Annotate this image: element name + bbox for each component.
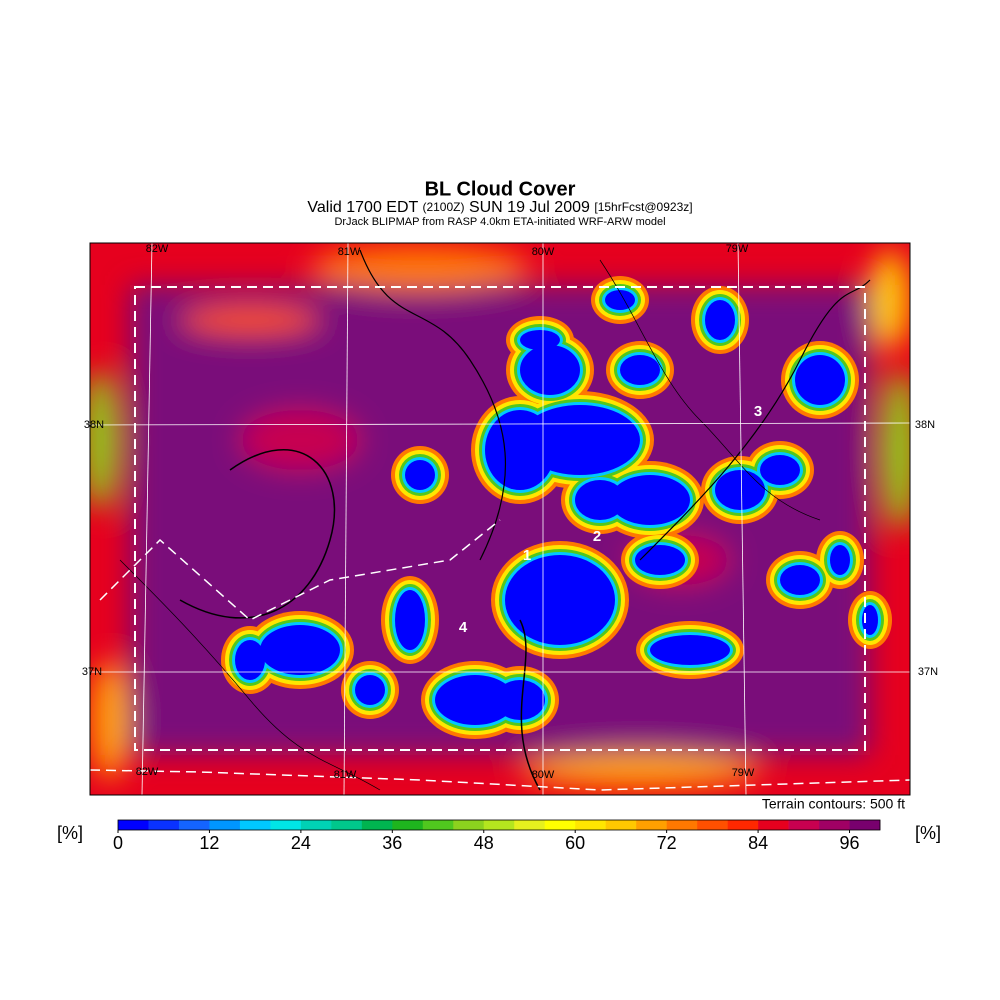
colorbar-swatch xyxy=(392,820,424,830)
colorbar-swatch xyxy=(758,820,789,830)
inner-domain xyxy=(134,286,866,751)
state-border xyxy=(90,519,910,791)
colorbar-swatch xyxy=(331,820,363,830)
colorbar-swatch xyxy=(575,820,606,830)
colorbar-tick-label: 72 xyxy=(657,833,677,853)
map-frame xyxy=(89,242,911,796)
colorbar-tick-label: 0 xyxy=(113,833,123,853)
colorbar-swatch xyxy=(544,820,576,830)
title: BL Cloud Cover xyxy=(425,178,576,200)
clear-area xyxy=(610,475,690,525)
clear-area xyxy=(760,455,800,485)
colorbar-tick-label: 36 xyxy=(382,833,402,853)
site-label: 2 xyxy=(593,528,601,545)
colorbar-tick-label: 96 xyxy=(840,833,860,853)
colorbar-swatch xyxy=(453,820,485,830)
colorbar-frame xyxy=(117,819,881,831)
colorbar-swatch xyxy=(361,820,393,830)
clear-area xyxy=(260,625,340,675)
utc: (2100Z) xyxy=(422,200,464,214)
colorbar-swatch xyxy=(849,820,881,830)
lon-label: 80W xyxy=(532,769,555,781)
colorbar-swatch xyxy=(636,820,667,830)
lat-label: 37N xyxy=(918,666,938,678)
lon-label: 80W xyxy=(532,246,555,258)
subtitle: Valid 1700 EDT (2100Z) SUN 19 Jul 2009 [… xyxy=(307,199,692,216)
colorbar-swatch xyxy=(483,820,515,830)
clear-areas xyxy=(221,276,892,739)
clear-area xyxy=(520,345,580,395)
colorbar-swatch xyxy=(788,820,820,830)
colorbar-swatch xyxy=(239,820,271,830)
lon-label: 79W xyxy=(726,243,749,255)
colorbar-swatch xyxy=(666,820,698,830)
clear-area xyxy=(620,355,660,385)
clear-area xyxy=(635,545,685,575)
footnote: Terrain contours: 500 ft xyxy=(762,796,905,812)
lon-label: 81W xyxy=(338,246,361,258)
colorbar-swatch xyxy=(697,820,728,830)
colorbar-swatch xyxy=(514,820,546,830)
clear-area xyxy=(355,675,385,705)
map-field xyxy=(90,243,910,795)
colorbar-tick-label: 48 xyxy=(474,833,494,853)
colorbar-swatch xyxy=(178,820,210,830)
model-line: DrJack BLIPMAP from RASP 4.0km ETA-initi… xyxy=(334,216,665,228)
colorbar-swatch xyxy=(727,820,759,830)
clear-area xyxy=(780,565,820,595)
valid: Valid 1700 EDT xyxy=(307,199,418,216)
colorbar: 0 12 24 36 48 60 72 84 96 xyxy=(113,819,881,853)
clear-area xyxy=(520,330,560,350)
clear-area xyxy=(830,545,850,575)
colorbar-tick-label: 60 xyxy=(565,833,585,853)
colorbar-tick-label: 24 xyxy=(291,833,311,853)
graticule xyxy=(90,243,910,795)
clear-area xyxy=(715,470,765,510)
site-label: 3 xyxy=(754,403,762,420)
lon-label: 82W xyxy=(146,243,169,255)
clear-area xyxy=(862,605,878,635)
clear-area xyxy=(520,405,640,475)
clear-area xyxy=(495,680,545,720)
colorbar-swatch xyxy=(118,820,149,830)
colorbar-swatch xyxy=(422,820,454,830)
clear-area xyxy=(650,635,730,665)
site-label: 1 xyxy=(523,547,531,564)
colorbar-swatch xyxy=(819,820,850,830)
clear-area xyxy=(235,640,265,680)
forecast: [15hrFcst@0923z] xyxy=(594,200,692,214)
lat-label: 37N xyxy=(82,666,102,678)
colorbar-tick-label: 12 xyxy=(199,833,219,853)
colorbar-swatch xyxy=(209,820,241,830)
site-label: 4 xyxy=(459,619,468,636)
colorbar-swatch xyxy=(270,820,302,830)
colorbar-swatch xyxy=(148,820,180,830)
colorbar-swatch xyxy=(300,820,332,830)
colorbar-unit: [%] xyxy=(57,823,83,843)
clear-area xyxy=(605,290,635,310)
lat-label: 38N xyxy=(84,419,104,431)
lon-label: 79W xyxy=(732,767,755,779)
lon-label: 82W xyxy=(136,766,159,778)
clear-area xyxy=(405,460,435,490)
date: SUN 19 Jul 2009 xyxy=(469,199,590,216)
colorbar-unit: [%] xyxy=(915,823,941,843)
clear-area xyxy=(435,675,515,725)
lon-label: 81W xyxy=(334,769,357,781)
clear-area xyxy=(395,590,425,650)
colorbar-swatch xyxy=(605,820,637,830)
colorbar-tick-label: 84 xyxy=(748,833,768,853)
terrain-contours xyxy=(119,249,871,791)
clear-area xyxy=(795,355,845,405)
lat-label: 38N xyxy=(915,419,935,431)
clear-area xyxy=(705,300,735,340)
clear-area xyxy=(575,480,625,520)
clear-area xyxy=(505,555,615,645)
